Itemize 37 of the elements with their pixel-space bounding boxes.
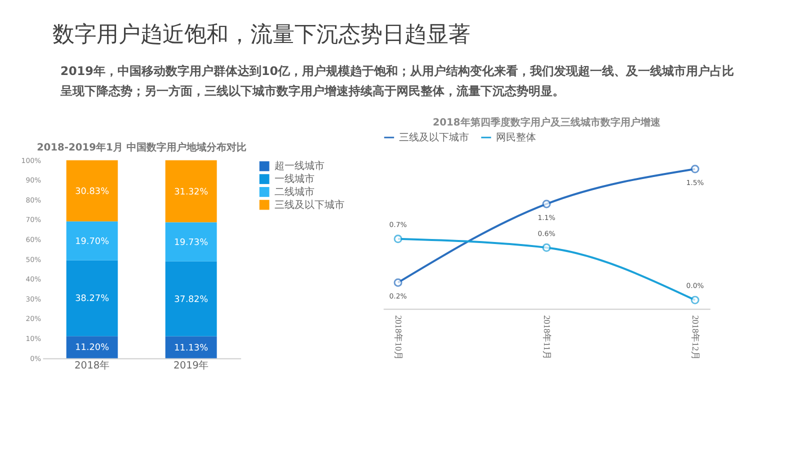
bar [66,160,118,222]
point [542,243,551,252]
bar [165,261,217,336]
legend-label: 网民整体 [496,131,536,144]
data-label: 11.13% [174,343,208,354]
x-tick-label: 2018年10月 [394,315,404,360]
bar [165,336,217,358]
legend-label: 一线城市 [274,173,314,186]
chart-title: 2018年第四季度数字用户及三线城市数字用户增速 [432,116,662,129]
data-label: 30.83% [75,186,110,197]
text: 数字用户趋近饱和，流量下沉态势日趋显著 [52,22,470,48]
bar [165,222,217,262]
data-label: 19.70% [75,236,110,247]
x-tick-label: 2019年 [174,360,209,372]
data-label: 19.73% [174,238,208,248]
chart-title: 2018-2019年1月 中国数字用户地域分布对比 [36,141,246,154]
legend-label: 超一线城市 [274,160,324,172]
data-label: 11.20% [75,343,110,354]
bar [66,221,118,260]
data-label: 31.32% [174,187,208,198]
data-label: 38.27% [75,294,110,304]
point [690,164,700,174]
bar [165,160,217,222]
point [394,278,402,287]
data-label: 37.82% [174,294,208,305]
x-tick-label: 2018年 [74,360,110,372]
bar [66,260,118,336]
point [690,296,700,304]
x-tick-label: 2018年11月 [542,315,552,360]
point [394,234,402,244]
text: 2019年，中国移动数字用户群体达到10亿，用户规模趋于饱和；从用户结构变化来看，我们发现超一线、及一线城市用户占比呈现下降态势；另一方面，三线以下城市数字用户增速持续高于网民整体，流量下沉态势明显。 [59,64,734,98]
bar [66,336,118,358]
point [542,200,551,208]
x-tick-label: 2018年12月 [690,315,701,360]
legend-label: 三线及以下城市 [399,131,470,144]
legend-label: 二线城市 [274,186,314,198]
legend-label: 三线及以下城市 [274,198,344,211]
